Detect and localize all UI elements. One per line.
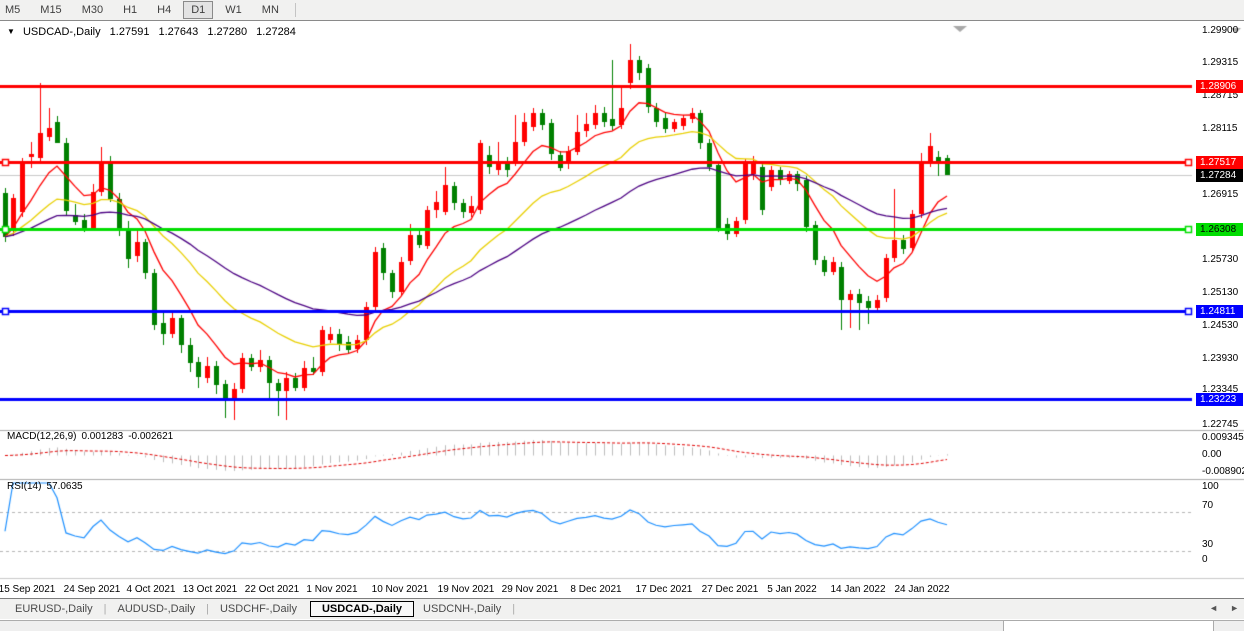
time-axis-label: 29 Nov 2021	[501, 584, 559, 595]
price-axis-tick: 1.28115	[1202, 123, 1238, 134]
tab-scroll-left-icon[interactable]: ◄	[1209, 603, 1218, 613]
timeframe-button-w1[interactable]: W1	[225, 4, 242, 16]
symbol-label: USDCAD-,Daily	[22, 26, 101, 38]
tab-usdchf-daily[interactable]: USDCHF-,Daily	[219, 603, 297, 615]
status-popup	[1003, 620, 1214, 631]
macd-axis-tick: 0.00	[1202, 449, 1222, 460]
open-value: 1.27591	[109, 26, 150, 38]
macd-main-value: 0.001283	[81, 431, 124, 442]
price-axis-tick: 1.28715	[1202, 90, 1239, 101]
tab-separator: |	[103, 603, 107, 615]
toolbar-divider	[294, 3, 296, 17]
close-value: 1.27284	[256, 26, 296, 38]
rsi-axis-tick: 100	[1202, 481, 1219, 492]
time-axis-label: 4 Oct 2021	[126, 584, 176, 595]
macd-axis-tick: 0.009345	[1202, 432, 1244, 443]
macd-title: MACD(12,26,9)	[7, 431, 77, 442]
rsi-axis-tick: 70	[1202, 500, 1214, 511]
tab-separator: |	[512, 603, 516, 615]
low-value: 1.27280	[207, 26, 248, 38]
current-price-badge: 1.27284	[1196, 169, 1243, 182]
timeframe-toolbar: M5 M15 M30 H1 H4 D1 W1 MN	[0, 0, 1244, 21]
status-strip	[0, 620, 1244, 631]
time-axis-label: 5 Jan 2022	[767, 584, 817, 595]
tab-scroll-right-icon[interactable]: ►	[1230, 603, 1239, 613]
rsi-title: RSI(14)	[7, 481, 42, 492]
tab-usdcnh-daily[interactable]: USDCNH-,Daily	[423, 603, 502, 615]
macd-label: MACD(12,26,9) 0.001283 -0.002621	[7, 431, 173, 442]
price-axis-tick: 1.25730	[1202, 254, 1239, 265]
timeframe-button-m5[interactable]: M5	[5, 4, 21, 16]
tab-usdcad-daily[interactable]: USDCAD-,Daily	[309, 601, 415, 617]
rsi-label: RSI(14) 57.0635	[7, 481, 83, 492]
hline-badge: 1.23223	[1196, 393, 1243, 406]
symbol-tabbar: EURUSD-,Daily | AUDUSD-,Daily | USDCHF-,Dail…	[0, 598, 1244, 619]
timeframe-button-m15[interactable]: M15	[40, 4, 62, 16]
time-axis-label: 27 Dec 2021	[701, 584, 759, 595]
timeframe-button-m30[interactable]: M30	[81, 4, 104, 16]
hline-badge: 1.24811	[1196, 305, 1243, 318]
collapse-icon[interactable]: ▼	[7, 27, 15, 36]
time-axis-label: 14 Jan 2022	[830, 584, 886, 595]
timeframe-button-mn[interactable]: MN	[261, 4, 279, 16]
time-axis-label: 10 Nov 2021	[371, 584, 429, 595]
rsi-axis-tick: 0	[1202, 554, 1208, 565]
timeframe-button-h1[interactable]: H1	[123, 4, 138, 16]
price-axis-tick: 1.23930	[1202, 353, 1239, 364]
macd-signal-value: -0.002621	[128, 431, 174, 442]
ohlc-readout: ▼ USDCAD-,Daily 1.27591 1.27643 1.27280 …	[7, 26, 296, 38]
high-value: 1.27643	[158, 26, 199, 38]
tab-audusd-daily[interactable]: AUDUSD-,Daily	[117, 603, 196, 615]
price-axis-tick: 1.23345	[1202, 384, 1239, 395]
time-axis-label: 15 Sep 2021	[0, 584, 56, 595]
timeframe-button-h4[interactable]: H4	[157, 4, 172, 16]
tab-eurusd-daily[interactable]: EURUSD-,Daily	[15, 603, 93, 615]
time-axis-label: 24 Jan 2022	[894, 584, 950, 595]
time-axis-label: 17 Dec 2021	[635, 584, 693, 595]
time-axis-label: 22 Oct 2021	[244, 584, 300, 595]
hline-badge: 1.27517	[1196, 156, 1243, 169]
rsi-axis-tick: 30	[1202, 539, 1214, 550]
rsi-value: 57.0635	[46, 481, 83, 492]
price-axis-tick: 1.29900	[1202, 25, 1239, 36]
hline-badge: 1.26308	[1196, 223, 1243, 236]
hline-badge: 1.28906	[1196, 80, 1243, 93]
time-axis-label: 19 Nov 2021	[437, 584, 495, 595]
price-axis-tick: 1.24530	[1202, 320, 1239, 331]
tab-separator: |	[206, 603, 209, 615]
price-axis-tick: 1.22745	[1202, 419, 1239, 430]
price-axis-tick: 1.26915	[1202, 189, 1239, 200]
time-axis-label: 13 Oct 2021	[182, 584, 238, 595]
price-axis-tick: 1.25130	[1202, 287, 1239, 298]
macd-axis-tick: -0.008902	[1202, 466, 1244, 477]
time-axis-label: 8 Dec 2021	[570, 584, 622, 595]
time-axis-label: 1 Nov 2021	[306, 584, 358, 595]
price-axis-tick: 1.29315	[1202, 57, 1239, 68]
timeframe-button-d1[interactable]: D1	[183, 1, 214, 19]
time-axis-label: 24 Sep 2021	[63, 584, 121, 595]
